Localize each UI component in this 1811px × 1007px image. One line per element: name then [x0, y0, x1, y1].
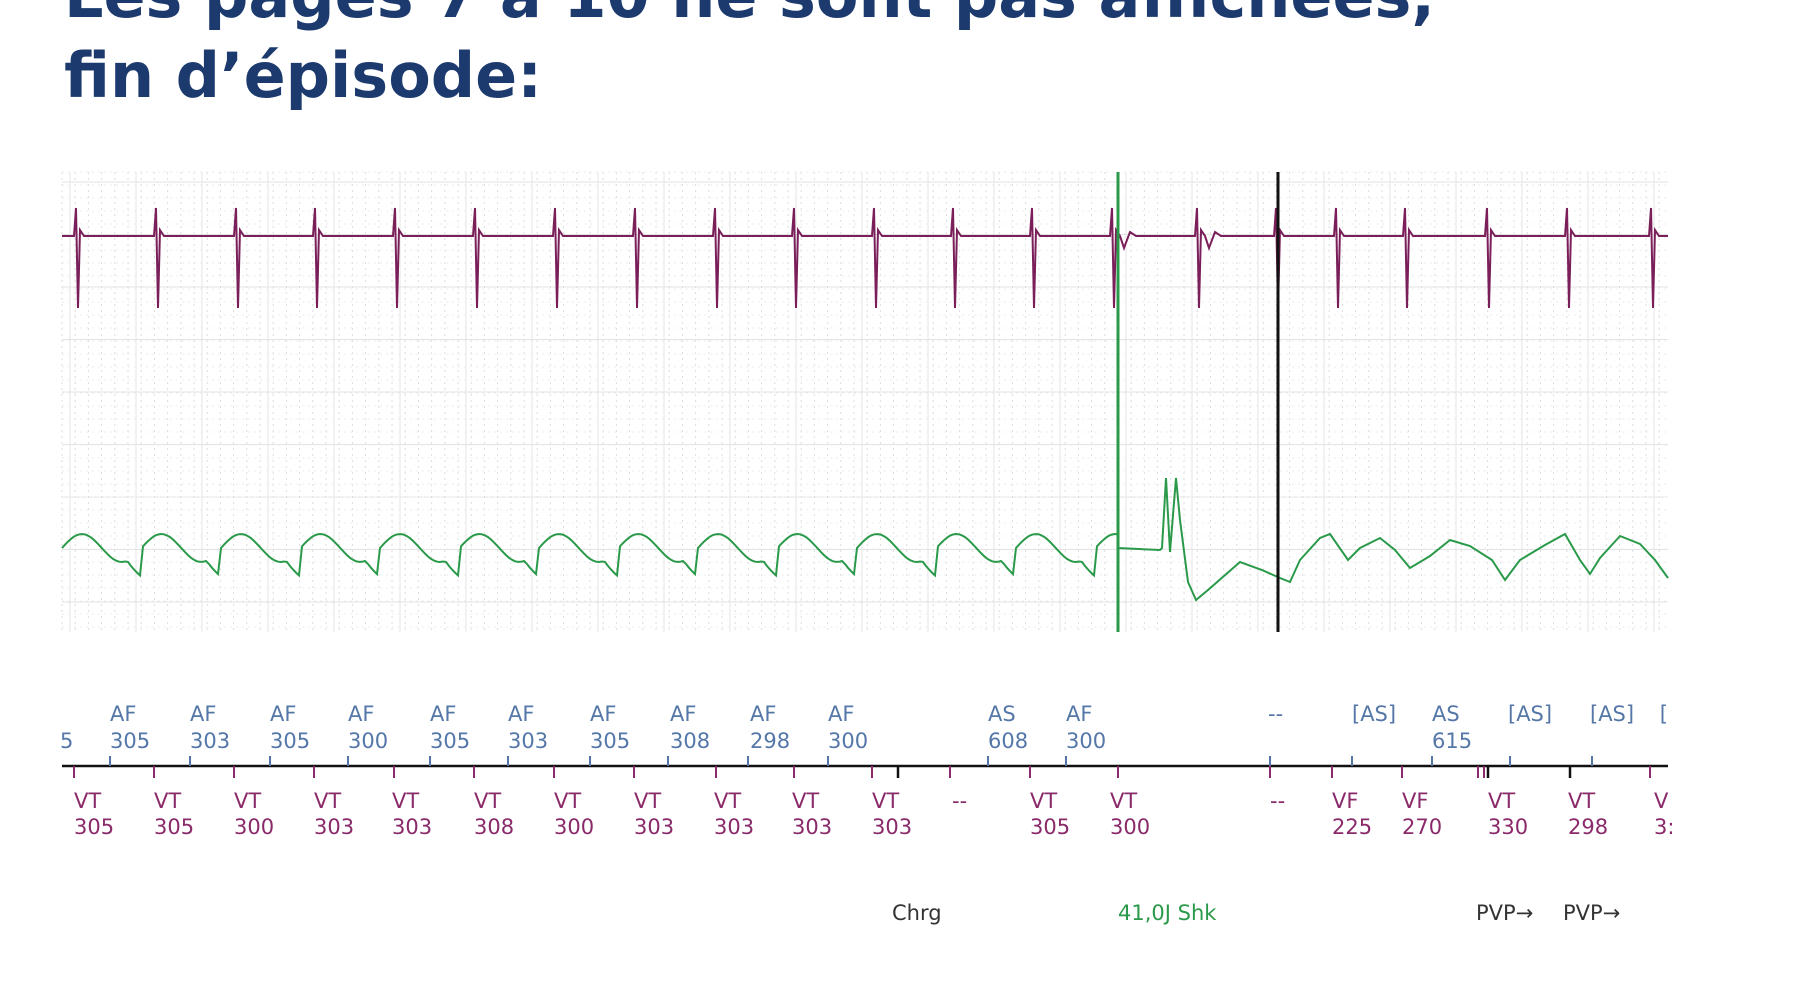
ventricular-marker-interval: 303 — [392, 815, 432, 839]
atrial-marker-type: AF — [670, 702, 696, 726]
ventricular-marker-type: VT — [554, 789, 581, 813]
atrial-marker-interval: 303 — [508, 729, 548, 753]
ventricular-marker-ticks — [73, 766, 1651, 778]
shock-egm-trace — [61, 477, 1669, 602]
atrial-marker-interval: 5 — [60, 729, 73, 753]
ventricular-marker-type: VT — [1030, 789, 1057, 813]
atrial-marker-type: AF — [190, 702, 216, 726]
atrial-marker-type: [AS] — [1590, 702, 1634, 726]
atrial-marker-type: AF — [828, 702, 854, 726]
atrial-marker-type: AF — [750, 702, 776, 726]
ventricular-marker-type: VT — [634, 789, 661, 813]
ventricular-marker-labels: VT305VT305VT300VT303VT303VT308VT300VT303… — [74, 789, 1674, 839]
ventricular-marker-type: VF — [1402, 789, 1428, 813]
ventricular-marker-interval: 330 — [1488, 815, 1528, 839]
atrial-marker-type: AS — [1432, 702, 1460, 726]
atrial-marker-interval: 300 — [348, 729, 388, 753]
ventricular-marker-interval: 300 — [234, 815, 274, 839]
ventricular-marker-type: VT — [74, 789, 101, 813]
ventricular-marker-type: VT — [154, 789, 181, 813]
ventricular-marker-type: VF — [1332, 789, 1358, 813]
shock-annotation: 41,0J Shk — [1118, 901, 1217, 925]
atrial-marker-type: AF — [110, 702, 136, 726]
ventricular-marker-type: VT — [1568, 789, 1595, 813]
egm-grid — [61, 171, 1668, 632]
ventricular-marker-interval: 303 — [714, 815, 754, 839]
atrial-marker-type: [AS] — [1508, 702, 1552, 726]
charge-annotation: Chrg — [892, 901, 942, 925]
atrial-marker-type: AS — [988, 702, 1016, 726]
atrial-egm-line — [62, 207, 1668, 309]
atrial-marker-labels: 5 AF 305 AF 303 AF 305 AF 300 AF 305 AF 303 AF 305 AF 30… — [60, 702, 1668, 753]
ventricular-marker-interval: 3: — [1654, 815, 1674, 839]
atrial-marker-interval: 608 — [988, 729, 1028, 753]
ventricular-marker-interval: 300 — [1110, 815, 1150, 839]
ventricular-marker-interval: 305 — [1030, 815, 1070, 839]
ventricular-marker-interval: 303 — [872, 815, 912, 839]
ventricular-marker-interval: 305 — [154, 815, 194, 839]
page-title: Les pages 7 à 10 ne sont pas affichées, … — [64, 0, 1435, 116]
ventricular-marker-type: VT — [392, 789, 419, 813]
atrial-marker-interval: 305 — [430, 729, 470, 753]
atrial-egm-trace — [62, 207, 1668, 309]
ventricular-marker-type: VT — [474, 789, 501, 813]
atrial-marker-type: AF — [1066, 702, 1092, 726]
atrial-marker-type: [AS] — [1352, 702, 1396, 726]
ventricular-marker-type: VT — [314, 789, 341, 813]
atrial-marker-type: [ — [1660, 702, 1668, 726]
ventricular-marker-interval: 303 — [314, 815, 354, 839]
ventricular-marker-type: VT — [1110, 789, 1137, 813]
ventricular-marker-interval: 270 — [1402, 815, 1442, 839]
atrial-marker-type: -- — [1268, 702, 1283, 726]
ventricular-marker-type: VT — [872, 789, 899, 813]
ventricular-marker-interval: 298 — [1568, 815, 1608, 839]
atrial-marker-type: AF — [590, 702, 616, 726]
ventricular-marker-interval: 300 — [554, 815, 594, 839]
atrial-marker-interval: 305 — [590, 729, 630, 753]
shock-egm-line — [61, 477, 1669, 602]
atrial-marker-type: AF — [270, 702, 296, 726]
atrial-marker-interval: 308 — [670, 729, 710, 753]
ventricular-marker-type: VT — [714, 789, 741, 813]
ventricular-marker-interval: 308 — [474, 815, 514, 839]
ventricular-marker-type: V — [1654, 789, 1669, 813]
ventricular-marker-interval: 305 — [74, 815, 114, 839]
ventricular-marker-type: VT — [792, 789, 819, 813]
atrial-marker-interval: 298 — [750, 729, 790, 753]
ventricular-marker-type: -- — [952, 789, 967, 813]
atrial-marker-type: AF — [430, 702, 456, 726]
atrial-marker-interval: 300 — [828, 729, 868, 753]
title-line-2: fin d’épisode: — [64, 39, 543, 112]
ventricular-marker-interval: 303 — [792, 815, 832, 839]
ventricular-marker-interval: 225 — [1332, 815, 1372, 839]
pvp-annotation-2: PVP→ — [1563, 901, 1620, 925]
atrial-marker-type: AF — [348, 702, 374, 726]
atrial-marker-interval: 305 — [270, 729, 310, 753]
atrial-marker-interval: 303 — [190, 729, 230, 753]
atrial-marker-type: AF — [508, 702, 534, 726]
ventricular-marker-type: -- — [1270, 789, 1285, 813]
ventricular-marker-type: VT — [1488, 789, 1515, 813]
atrial-marker-interval: 300 — [1066, 729, 1106, 753]
atrial-marker-interval: 615 — [1432, 729, 1472, 753]
atrial-marker-ticks — [109, 756, 1593, 766]
atrial-marker-interval: 305 — [110, 729, 150, 753]
title-line-1: Les pages 7 à 10 ne sont pas affichées, — [64, 0, 1435, 36]
pvp-annotation-1: PVP→ — [1476, 901, 1533, 925]
ventricular-marker-type: VT — [234, 789, 261, 813]
ventricular-marker-interval: 303 — [634, 815, 674, 839]
